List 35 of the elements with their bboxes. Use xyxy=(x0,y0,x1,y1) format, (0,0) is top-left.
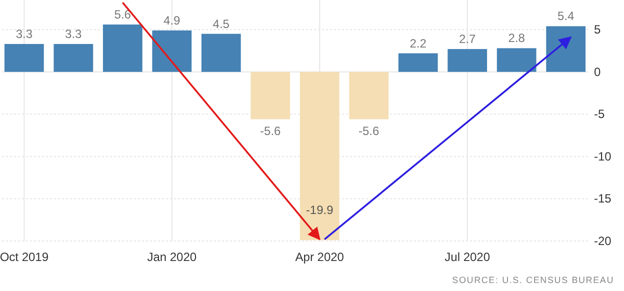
x-tick-label: Jan 2020 xyxy=(147,250,197,264)
bar xyxy=(349,72,389,120)
data-label: 2.2 xyxy=(410,36,427,50)
bar xyxy=(152,30,192,72)
data-label: -5.6 xyxy=(260,124,282,138)
y-tick-label: -10 xyxy=(594,149,612,164)
data-label: 3.3 xyxy=(65,26,82,41)
bar xyxy=(546,26,586,72)
bar xyxy=(201,34,241,72)
bar xyxy=(4,44,44,72)
bar xyxy=(398,53,438,72)
bar xyxy=(496,48,536,72)
y-tick-label: 0 xyxy=(594,64,601,79)
source-note: SOURCE: U.S. CENSUS BUREAU xyxy=(452,275,614,285)
data-label: -19.9 xyxy=(306,203,334,218)
bar xyxy=(300,72,340,240)
bar xyxy=(250,72,290,120)
data-label: 4.9 xyxy=(164,13,181,28)
data-label: 5.6 xyxy=(114,8,132,22)
bar xyxy=(102,24,142,72)
x-tick-label: Jul 2020 xyxy=(444,250,490,264)
x-tick-label: Apr 2020 xyxy=(295,250,344,264)
bar xyxy=(54,44,94,72)
y-tick-label: -5 xyxy=(594,107,605,122)
data-label: 4.5 xyxy=(212,16,230,31)
data-label: 2.7 xyxy=(459,32,476,46)
data-label: -5.6 xyxy=(358,124,380,138)
data-label: 3.3 xyxy=(16,26,33,41)
y-tick-label: 5 xyxy=(594,22,601,37)
bar xyxy=(448,49,488,72)
x-tick-label: Oct 2019 xyxy=(0,250,49,264)
y-tick-label: -20 xyxy=(594,234,612,248)
data-label: 5.4 xyxy=(557,9,575,24)
data-label: 2.8 xyxy=(508,31,526,46)
y-tick-label: -15 xyxy=(594,192,612,206)
